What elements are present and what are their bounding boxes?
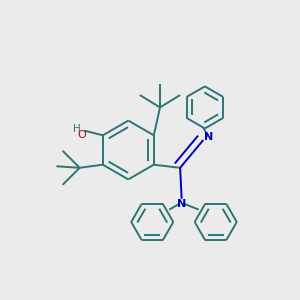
Text: N: N: [204, 133, 214, 142]
Text: H: H: [73, 124, 80, 134]
Text: N: N: [177, 199, 186, 209]
Text: O: O: [77, 130, 86, 140]
